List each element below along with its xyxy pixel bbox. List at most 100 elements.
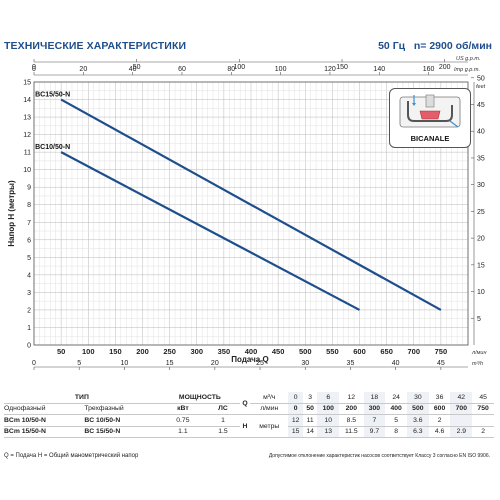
us-gpm-tick-label: 0 [32, 64, 36, 71]
x-tick-label: 500 [299, 347, 312, 356]
col-power-header: МОЩНОСТЬ [159, 392, 240, 404]
x-tick-label: 650 [380, 347, 393, 356]
head-cell: 11 [302, 414, 318, 427]
kw-header: кВт [159, 403, 207, 415]
m3h-tick-label: 5 [77, 360, 81, 367]
x-tick-label: 300 [190, 347, 203, 356]
feet-unit: feet [476, 84, 486, 90]
q-lmin-cell: 100 [317, 403, 340, 415]
q-lmin-cell: 600 [428, 403, 451, 415]
power-kw: 1.1 [159, 426, 207, 438]
feet-tick-label: 50 [477, 75, 485, 82]
q-m3h-cell: 0 [288, 392, 303, 404]
imp-gpm-tick-label: 100 [275, 66, 287, 73]
y-tick-label: 15 [23, 80, 31, 87]
series-line-1 [60, 98, 442, 311]
frequency-speed: 50 Гц n= 2900 об/мин [378, 40, 492, 52]
imp-gpm-tick-label: 0 [32, 66, 36, 73]
y-tick-label: 10 [23, 167, 31, 174]
q-lmin-cell: 700 [450, 403, 473, 415]
q-m3h-cell: 6 [317, 392, 340, 404]
q-lmin-cell: 50 [302, 403, 318, 415]
us-gpm-unit: US g.p.m. [456, 56, 480, 62]
model-single: BCm 15/50-N [4, 426, 85, 438]
power-hp: 1.5 [206, 426, 240, 438]
speed-label: n= 2900 об/мин [413, 40, 492, 52]
m3h-tick-label: 0 [32, 360, 36, 367]
footer-legend: Q = Подача H = Общий манометрический нап… [4, 453, 139, 459]
h-unit: метры [250, 414, 289, 438]
imp-gpm-tick-label: 160 [423, 66, 435, 73]
x-tick-label: 750 [435, 347, 448, 356]
model-three: BC 15/50-N [84, 426, 160, 438]
m3h-tick-label: 15 [166, 360, 174, 367]
q-lmin-cell: 500 [406, 403, 429, 415]
x-tick-label: 450 [272, 347, 285, 356]
h-label: H [239, 414, 251, 438]
x-tick-label: 150 [109, 347, 122, 356]
y-tick-label: 1 [27, 325, 31, 332]
impeller-icon [399, 94, 461, 128]
y-tick-label: 6 [27, 237, 31, 244]
q-lmin-cell: 300 [363, 403, 386, 415]
q-lmin-cell: 200 [339, 403, 364, 415]
power-hp: 1 [206, 414, 240, 427]
series-label-1: BC15/50-N [35, 92, 70, 99]
q-label: Q [239, 392, 251, 415]
q-m3h-cell: 3 [302, 392, 318, 404]
us-gpm-tick-label: 200 [439, 64, 451, 71]
page-title: ТЕХНИЧЕСКИЕ ХАРАКТЕРИСТИКИ [4, 40, 187, 52]
us-gpm-tick-label: 100 [234, 64, 246, 71]
q-m3h-cell: 45 [472, 392, 494, 404]
y-axis-label: Напор H (метры) [7, 180, 16, 247]
m3h-tick-label: 10 [121, 360, 129, 367]
head-cell: 15 [288, 426, 303, 438]
x-tick-label: 550 [326, 347, 339, 356]
imp-gpm-tick-label: 60 [178, 66, 186, 73]
x-tick-label: 100 [82, 347, 95, 356]
head-cell: 5 [385, 414, 407, 427]
single-phase-header: Однофазный [4, 403, 85, 415]
m3h-tick-label: 45 [437, 360, 445, 367]
col-type-header: ТИП [4, 392, 160, 404]
y-tick-label: 8 [27, 202, 31, 209]
head-cell: 4.6 [428, 426, 451, 438]
plot-frame [33, 81, 469, 346]
x-tick-label: 400 [245, 347, 258, 356]
head-cell: 2.9 [450, 426, 473, 438]
head-cell: 14 [302, 426, 318, 438]
m3h-tick-label: 40 [392, 360, 400, 367]
y-tick-label: 13 [23, 115, 31, 122]
imp-gpm-tick-label: 40 [129, 66, 137, 73]
model-three: BC 10/50-N [84, 414, 160, 427]
head-cell [472, 414, 494, 427]
y-tick-label: 7 [27, 220, 31, 227]
footer-tolerance: Допустимое отклонение характеристик насо… [268, 453, 490, 459]
feet-tick-label: 5 [477, 316, 481, 323]
q-unit-lmin: л/мин [250, 403, 289, 415]
feet-tick-label: 45 [477, 102, 485, 109]
feet-tick-label: 20 [477, 236, 485, 243]
head-cell: 6.3 [406, 426, 429, 438]
q-m3h-cell: 24 [385, 392, 407, 404]
head-cell: 2 [428, 414, 451, 427]
power-kw: 0.75 [159, 414, 207, 427]
feet-tick-label: 30 [477, 182, 485, 189]
head-cell: 12 [288, 414, 303, 427]
x-unit-primary: л/мин [471, 350, 487, 356]
x-tick-label: 350 [218, 347, 231, 356]
head-cell: 3.6 [406, 414, 429, 427]
q-m3h-cell: 18 [363, 392, 386, 404]
head-cell: 11.5 [339, 426, 364, 438]
series-label-2: BC10/50-N [35, 144, 70, 151]
q-unit-m3h: м³/ч [250, 392, 289, 404]
frequency-label: 50 Гц [378, 40, 406, 52]
imp-gpm-tick-label: 20 [79, 66, 87, 73]
y-tick-label: 12 [23, 132, 31, 139]
three-phase-header: Трехфазный [84, 403, 160, 415]
y-tick-label: 14 [23, 97, 31, 104]
feet-tick-label: 15 [477, 262, 485, 269]
model-single: BCm 10/50-N [4, 414, 85, 427]
head-cell: 10 [317, 414, 340, 427]
